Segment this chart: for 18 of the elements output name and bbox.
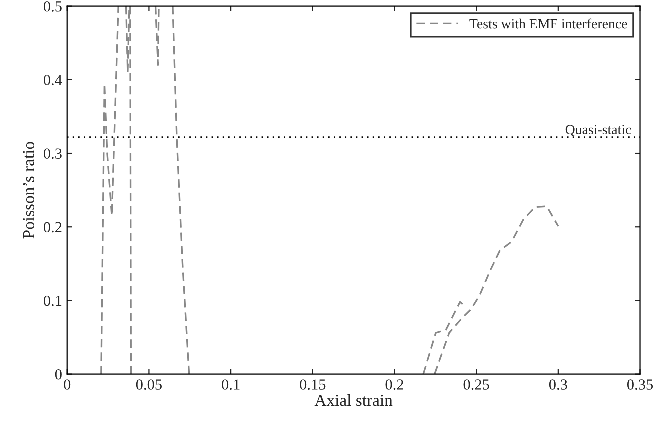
y-tick-label: 0.4 [44,75,62,86]
x-tick-label: 0.35 [627,380,654,390]
legend-label: Tests with EMF interference [470,18,628,29]
x-tick-label: 0.15 [300,380,326,390]
ref-line-label: Quasi-static [566,125,632,137]
y-tick-label: 0 [55,369,62,380]
x-tick-label: 0.05 [136,380,162,390]
y-tick-label: 0.1 [44,296,62,306]
x-tick-label: 0.25 [464,380,490,390]
x-axis-title: Axial strain [314,394,393,406]
x-tick-label: 0.1 [222,380,240,390]
y-tick-label: 0.5 [44,1,62,12]
y-axis-title: Poisson’s ratio [23,142,34,239]
x-tick-label: 0.3 [549,380,568,390]
y-tick-label: 0.2 [44,222,62,233]
x-tick-label: 0.2 [386,380,404,390]
x-tick-label: 0 [64,380,71,390]
y-tick-label: 0.3 [44,148,62,160]
